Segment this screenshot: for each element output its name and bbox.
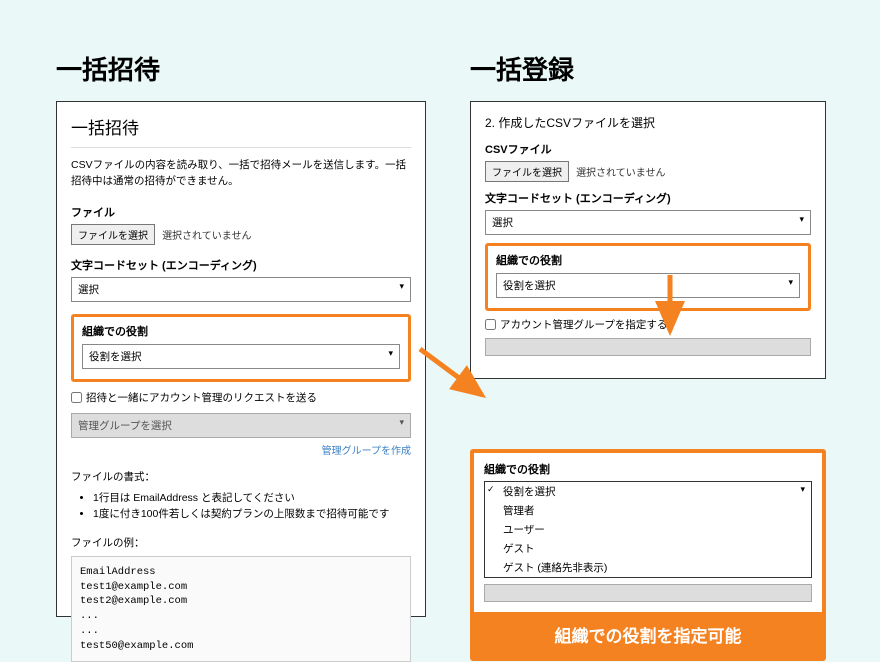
encoding-select[interactable]: 選択 [71, 277, 411, 302]
register-panel: 2. 作成したCSVファイルを選択 CSVファイル ファイルを選択 選択されてい… [470, 101, 826, 379]
request-checkbox[interactable] [71, 392, 82, 403]
right-section-title: 一括登録 [470, 50, 826, 87]
format-label: ファイルの書式： [71, 469, 411, 484]
dropdown-option[interactable]: 役割を選択 [497, 482, 811, 501]
csv-label: CSVファイル [485, 141, 811, 157]
group-checkbox-label: アカウント管理グループを指定する [500, 317, 667, 332]
role-dropdown-open[interactable]: 役割を選択 管理者 ユーザー ゲスト ゲスト (連絡先非表示) [484, 481, 812, 578]
disabled-strip [485, 338, 811, 356]
dropdown-option[interactable]: ゲスト [497, 539, 811, 558]
format-bullet: 1度に付き100件若しくは契約プランの上限数まで招待可能です [93, 506, 411, 523]
encoding-label: 文字コードセット (エンコーディング) [485, 190, 811, 206]
format-list: 1行目は EmailAddress と表記してください 1度に付き100件若しく… [71, 490, 411, 524]
dropdown-option[interactable]: ゲスト (連絡先非表示) [497, 558, 811, 577]
role-select[interactable]: 役割を選択 [82, 344, 400, 369]
format-bullet: 1行目は EmailAddress と表記してください [93, 490, 411, 507]
panel-description: CSVファイルの内容を読み取り、一括で招待メールを送信します。一括招待中は通常の… [71, 158, 411, 190]
invite-panel: 一括招待 CSVファイルの内容を読み取り、一括で招待メールを送信します。一括招待… [56, 101, 426, 617]
create-group-link[interactable]: 管理グループを作成 [71, 442, 411, 457]
panel-heading: 一括招待 [71, 114, 411, 148]
left-section-title: 一括招待 [56, 50, 426, 87]
callout-bar: 組織での役割を指定可能 [474, 612, 822, 657]
encoding-select[interactable]: 選択 [485, 210, 811, 235]
role-label: 組織での役割 [496, 252, 800, 268]
role-highlight: 組織での役割 役割を選択 [71, 314, 411, 382]
role-label: 組織での役割 [82, 323, 400, 339]
file-label: ファイル [71, 204, 411, 220]
file-status: 選択されていません [576, 168, 665, 179]
file-select-button[interactable]: ファイルを選択 [71, 224, 155, 245]
encoding-label: 文字コードセット (エンコーディング) [71, 257, 411, 273]
step-label: 2. 作成したCSVファイルを選択 [485, 114, 811, 131]
dropdown-label: 組織での役割 [484, 461, 812, 477]
example-code: EmailAddress test1@example.com test2@exa… [71, 556, 411, 662]
role-select[interactable]: 役割を選択 [496, 273, 800, 298]
role-highlight: 組織での役割 役割を選択 [485, 243, 811, 311]
dropdown-option[interactable]: 管理者 [497, 501, 811, 520]
file-select-button[interactable]: ファイルを選択 [485, 161, 569, 182]
request-checkbox-label: 招待と一緒にアカウント管理のリクエストを送る [86, 390, 317, 405]
group-checkbox[interactable] [485, 319, 496, 330]
dropdown-expanded-panel: 組織での役割 役割を選択 管理者 ユーザー ゲスト ゲスト (連絡先非表示) 組… [470, 449, 826, 661]
example-label: ファイルの例： [71, 535, 411, 550]
disabled-strip [484, 584, 812, 602]
dropdown-option[interactable]: ユーザー [497, 520, 811, 539]
group-select[interactable]: 管理グループを選択 [71, 413, 411, 438]
file-status: 選択されていません [162, 231, 251, 242]
